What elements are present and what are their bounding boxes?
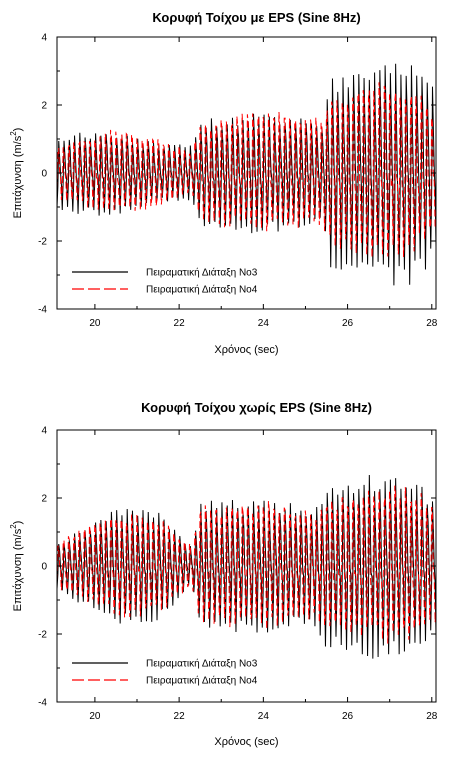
x-tick-label: 24 bbox=[258, 318, 270, 329]
plot-area bbox=[57, 63, 436, 286]
x-tick-label: 28 bbox=[426, 711, 438, 722]
y-tick-label: -4 bbox=[38, 698, 47, 709]
legend-label: Πειραματική Διάταξη Νο3 bbox=[146, 658, 258, 670]
x-axis-label: Χρόνος (sec) bbox=[214, 736, 278, 748]
legend-label: Πειραματική Διάταξη Νο3 bbox=[146, 267, 258, 279]
y-tick-label: 2 bbox=[41, 494, 47, 505]
series-line-no4 bbox=[57, 82, 436, 258]
plot-area bbox=[57, 475, 436, 659]
x-tick-label: 28 bbox=[426, 318, 438, 329]
legend-label: Πειραματική Διάταξη Νο4 bbox=[146, 675, 258, 687]
x-tick-label: 22 bbox=[174, 318, 186, 329]
y-tick-label: -4 bbox=[38, 305, 47, 316]
series-line-no4 bbox=[57, 485, 436, 644]
chart-panel-1: Κορυφή Τοίχου με EPS (Sine 8Hz)-4-202420… bbox=[9, 10, 438, 356]
x-tick-label: 20 bbox=[89, 711, 101, 722]
y-axis-label: Επιτάχυνση (m/s2) bbox=[9, 521, 24, 612]
x-tick-label: 22 bbox=[174, 711, 186, 722]
x-tick-label: 26 bbox=[342, 711, 354, 722]
x-axis-label: Χρόνος (sec) bbox=[214, 344, 278, 356]
y-tick-label: 4 bbox=[41, 33, 47, 44]
chart-title: Κορυφή Τοίχου χωρίς EPS (Sine 8Hz) bbox=[141, 400, 372, 415]
chart-title: Κορυφή Τοίχου με EPS (Sine 8Hz) bbox=[152, 10, 360, 25]
y-tick-label: -2 bbox=[38, 630, 47, 641]
y-axis-label: Επιτάχυνση (m/s2) bbox=[9, 128, 24, 219]
series-line-no3 bbox=[57, 63, 436, 286]
legend-label: Πειραματική Διάταξη Νο4 bbox=[146, 284, 258, 296]
y-tick-label: -2 bbox=[38, 237, 47, 248]
x-tick-label: 20 bbox=[89, 318, 101, 329]
series-line-no3 bbox=[57, 475, 436, 659]
y-tick-label: 0 bbox=[41, 562, 47, 573]
legend: Πειραματική Διάταξη Νο3 Πειραματική Διάτα… bbox=[72, 658, 258, 687]
y-tick-label: 4 bbox=[41, 426, 47, 437]
x-tick-label: 24 bbox=[258, 711, 270, 722]
y-tick-label: 0 bbox=[41, 169, 47, 180]
x-tick-label: 26 bbox=[342, 318, 354, 329]
chart-panel-2: Κορυφή Τοίχου χωρίς EPS (Sine 8Hz) -4 -2 0 2… bbox=[9, 400, 438, 748]
legend: Πειραματική Διάταξη Νο3 Πειραματική Διάτα… bbox=[72, 267, 258, 296]
y-tick-label: 2 bbox=[41, 101, 47, 112]
